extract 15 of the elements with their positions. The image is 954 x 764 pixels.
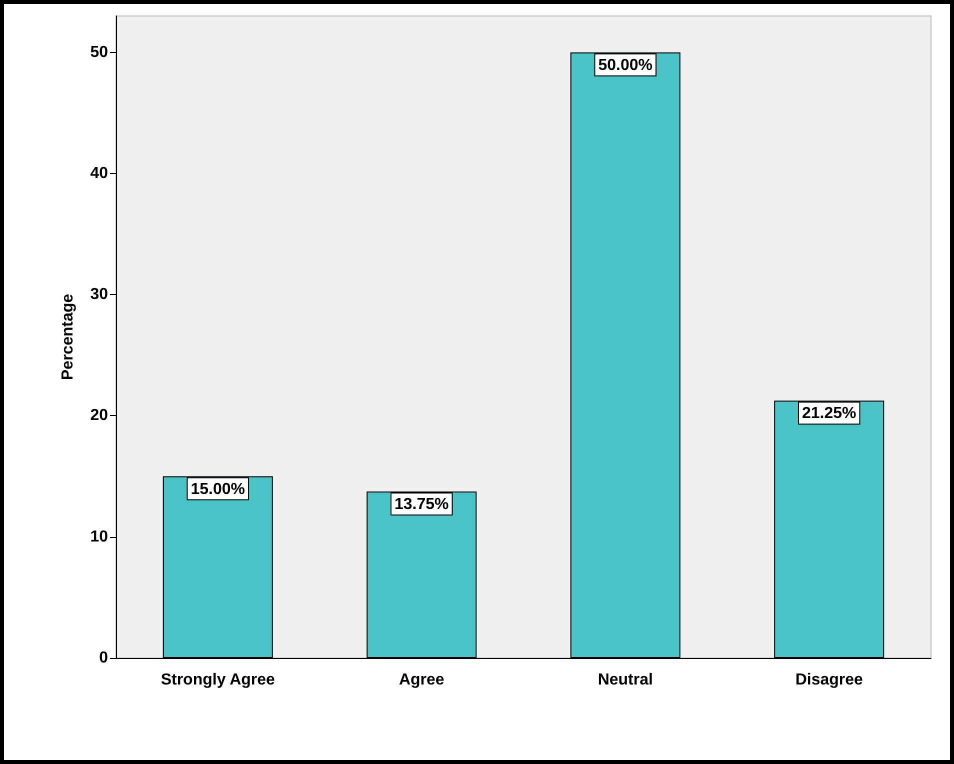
y-tick-label: 0 [99, 650, 108, 666]
y-tick-label: 40 [90, 164, 108, 182]
x-tick-label: Agree [398, 672, 444, 688]
y-axis-title: Percentage [60, 294, 76, 380]
x-tick-label: Strongly Agree [160, 672, 276, 688]
data-label: 13.75% [394, 496, 449, 513]
y-tick-label: 20 [90, 407, 108, 424]
y-tick-label: 30 [90, 286, 108, 304]
data-label: 15.00% [190, 480, 246, 498]
data-label: 21.25% [802, 405, 856, 422]
x-tick-label: Disagree [795, 672, 864, 688]
data-label: 50.00% [598, 56, 653, 74]
y-tick-label: 10 [90, 528, 108, 546]
y-tick-label: 50 [90, 44, 108, 61]
x-tick-label: Neutral [598, 672, 653, 688]
